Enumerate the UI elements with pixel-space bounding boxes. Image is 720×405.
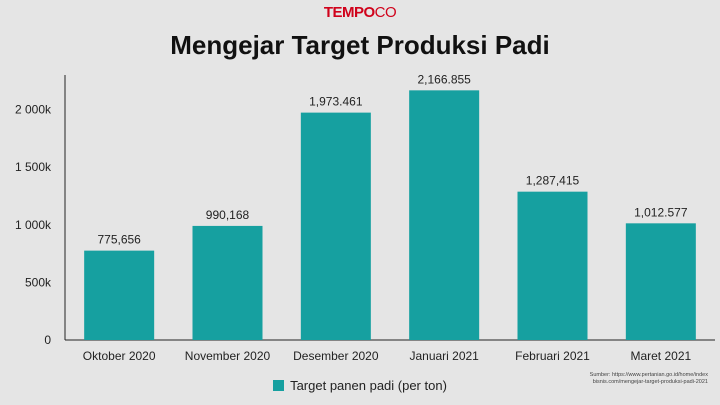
bar xyxy=(84,250,155,340)
bar xyxy=(625,223,696,340)
tempo-logo: TEMPOCO xyxy=(323,4,397,21)
x-tick-label: Oktober 2020 xyxy=(83,349,156,363)
bar xyxy=(517,191,588,340)
source-note: Sumber: https://www.pertanian.go.id/home… xyxy=(508,372,708,386)
bar-value-label: 990,168 xyxy=(206,208,250,222)
y-tick-label: 0 xyxy=(44,333,51,347)
bar-value-label: 775,656 xyxy=(97,233,141,247)
y-tick-label: 500k xyxy=(25,275,52,289)
bar-value-label: 2,166.855 xyxy=(417,72,471,86)
x-tick-label: Desember 2020 xyxy=(293,349,379,363)
y-tick-label: 2 000k xyxy=(15,103,52,117)
chart-title: Mengejar Target Produksi Padi xyxy=(170,30,550,60)
legend-swatch xyxy=(273,380,285,391)
bar xyxy=(300,112,371,340)
y-tick-label: 1 500k xyxy=(15,160,52,174)
bar-value-label: 1,287,415 xyxy=(526,174,580,188)
bar xyxy=(192,225,263,340)
y-tick-label: 1 000k xyxy=(15,218,52,232)
source-line-2: bisnis.com/mengejar-target-produksi-padi… xyxy=(592,379,708,385)
bar-value-label: 1,973.461 xyxy=(309,95,363,109)
x-tick-label: Februari 2021 xyxy=(515,349,590,363)
legend: Target panen padi (per ton) xyxy=(0,378,720,393)
bar-value-label: 1,012.577 xyxy=(634,205,688,219)
source-line-1: Sumber: https://www.pertanian.go.id/home… xyxy=(589,372,708,378)
bar xyxy=(409,90,480,340)
x-tick-label: Maret 2021 xyxy=(630,349,691,363)
legend-label: Target panen padi (per ton) xyxy=(290,378,447,393)
x-tick-label: Januari 2021 xyxy=(409,349,479,363)
x-tick-label: November 2020 xyxy=(185,349,271,363)
